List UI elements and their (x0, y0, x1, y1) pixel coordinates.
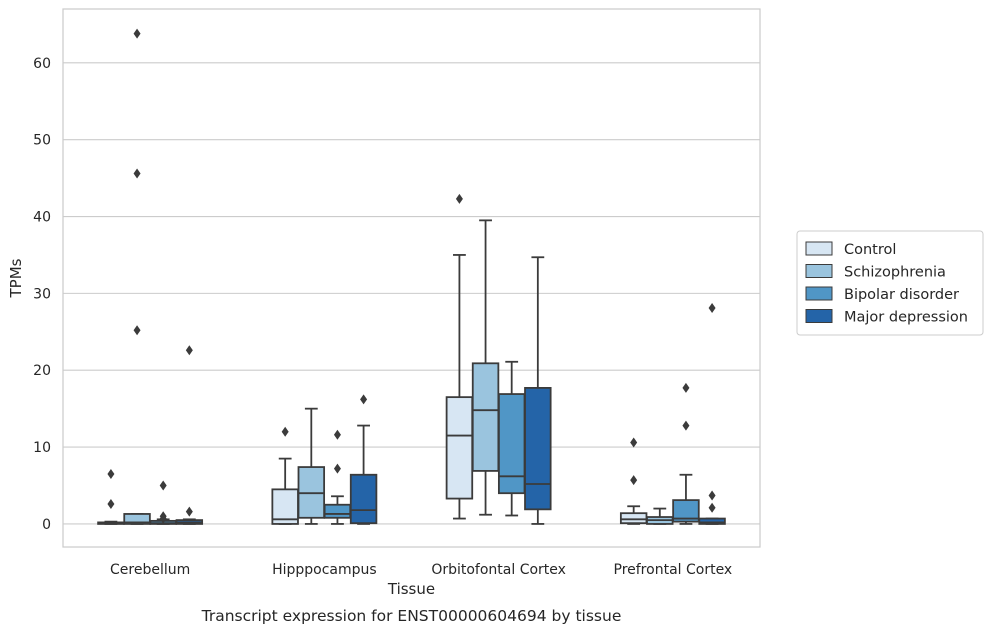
outlier-point (133, 28, 141, 39)
box (445, 396, 474, 500)
box (349, 473, 378, 525)
box-group (524, 256, 552, 525)
outlier-point (333, 429, 341, 440)
box (524, 387, 552, 511)
x-tick-label: Prefrontal Cortex (614, 562, 733, 578)
box-group (297, 407, 326, 525)
y-axis-label: TPMs (7, 258, 25, 298)
y-tick-label: 20 (33, 363, 51, 379)
x-axis-label: Tissue (387, 580, 435, 598)
y-tick-label: 0 (42, 517, 51, 533)
x-tick-label: Hipppocampus (272, 562, 377, 578)
outlier-point (333, 463, 341, 474)
box (123, 513, 151, 525)
outlier-point (133, 168, 141, 179)
outlier-point (185, 345, 193, 356)
x-tick-label: Orbitofontal Cortex (431, 562, 566, 578)
y-tick-label: 30 (33, 286, 51, 302)
plot-frame (62, 8, 761, 548)
legend-label: Control (844, 242, 896, 258)
box-group (445, 193, 474, 520)
y-tick-label: 10 (33, 440, 51, 456)
legend-label: Major depression (844, 310, 968, 326)
plot-area (97, 28, 726, 525)
legend-swatch (805, 286, 833, 301)
box (323, 503, 352, 519)
outlier-point (107, 468, 115, 479)
y-axis-ticks: 0 10 20 30 40 50 60 (33, 56, 51, 533)
box-group (271, 426, 299, 525)
box-group (672, 382, 700, 525)
box-group (646, 507, 674, 525)
box (698, 517, 726, 525)
box-group (349, 394, 378, 525)
legend-label: Bipolar disorder (844, 287, 959, 303)
legend: Control Schizophrenia Bipolar disorder Majo… (796, 230, 984, 336)
outlier-point (360, 394, 368, 405)
box-group (497, 360, 526, 517)
box-group (175, 345, 204, 525)
outlier-point (107, 498, 115, 509)
legend-swatch (805, 264, 833, 278)
outlier-point (708, 302, 716, 313)
x-axis-ticks: Cerebellum Hipppocampus Orbitofontal Corte… (110, 562, 732, 578)
box-group (619, 437, 648, 525)
y-tick-label: 40 (33, 210, 51, 226)
outlier-point (630, 475, 638, 486)
outlier-point (708, 502, 716, 513)
legend-swatch (805, 309, 833, 323)
box (271, 488, 299, 525)
outlier-point (185, 506, 193, 517)
y-tick-label: 50 (33, 133, 51, 149)
legend-frame (796, 230, 984, 336)
box (497, 393, 526, 495)
outlier-point (682, 420, 690, 431)
box-group (323, 429, 352, 525)
legend-label: Schizophrenia (844, 265, 946, 281)
box-group (97, 468, 125, 525)
outlier-point (133, 325, 141, 336)
box (471, 362, 500, 472)
box-group (698, 302, 726, 525)
outlier-point (159, 480, 167, 491)
outlier-point (630, 437, 638, 448)
legend-swatch (805, 241, 833, 256)
gridlines (63, 62, 760, 525)
x-tick-label: Cerebellum (110, 562, 190, 578)
outlier-point (682, 382, 690, 393)
box (619, 512, 648, 525)
outlier-point (159, 513, 167, 524)
box-group (471, 219, 500, 516)
box-group (123, 28, 151, 525)
outlier-point (455, 193, 463, 204)
box-group (149, 480, 177, 525)
chart-caption: Transcript expression for ENST0000060469… (201, 607, 622, 625)
box (672, 499, 700, 523)
y-tick-label: 60 (33, 56, 51, 72)
outlier-point (708, 490, 716, 501)
outlier-point (281, 426, 289, 437)
